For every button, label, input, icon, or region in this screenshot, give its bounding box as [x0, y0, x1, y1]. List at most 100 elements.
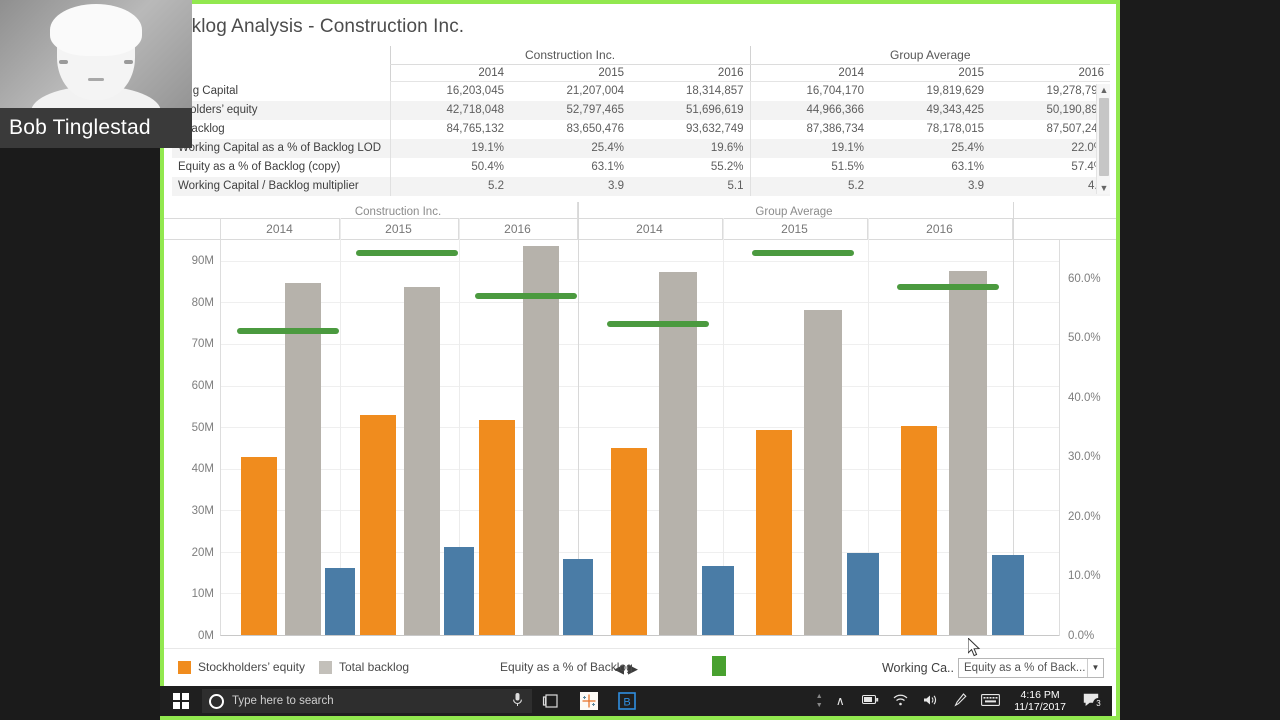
webcam-overlay: Bob Tinglestad	[0, 0, 192, 148]
scrollbar-thumb[interactable]	[1099, 98, 1109, 176]
taskbar-clock[interactable]: 4:16 PM 11/17/2017	[1006, 689, 1074, 713]
chart-panel-headers: Construction Inc. Group Average 2014 201…	[164, 202, 1116, 240]
table-row[interactable]: Working Capital / Backlog multiplier 5.2…	[172, 177, 1111, 196]
notification-icon	[1083, 693, 1099, 706]
refline-equity-pct-g2014[interactable]	[607, 320, 709, 327]
panel-label-group-average: Group Average	[755, 206, 833, 218]
bar-working-capital-c2015[interactable]	[444, 546, 474, 635]
bar-equity-g2015[interactable]	[756, 429, 792, 635]
legend-nav-arrows[interactable]: ◀▶	[614, 661, 642, 677]
shared-screen-content: cklog Analysis - Construction Inc. Const…	[164, 4, 1116, 716]
bar-working-capital-c2014[interactable]	[325, 567, 355, 635]
bar-backlog-c2016[interactable]	[523, 245, 559, 635]
bar-working-capital-g2016[interactable]	[992, 554, 1024, 635]
legend-item-equity-pct[interactable]: Equity as a % of Backlog	[500, 660, 633, 674]
y-tick: 20M	[191, 546, 214, 559]
bar-equity-g2016[interactable]	[901, 426, 937, 635]
cell: 5.2	[749, 177, 871, 196]
prev-arrow-icon[interactable]: ◀	[614, 661, 628, 676]
keyboard-icon[interactable]	[976, 693, 1004, 709]
left-value-axis: 0M 10M 20M 30M 40M 50M 60M 70M 80M 90M	[164, 240, 220, 642]
clock-time: 4:16 PM	[1020, 689, 1060, 701]
refline-equity-pct-c2014[interactable]	[237, 327, 339, 334]
y-tick: 30M	[191, 504, 214, 517]
volume-icon[interactable]	[916, 694, 944, 709]
bluebeam-icon: B	[618, 692, 636, 710]
next-arrow-icon[interactable]: ▶	[628, 661, 642, 676]
y2-tick: 60.0%	[1068, 272, 1101, 285]
presenter-name: Bob Tinglestad	[9, 116, 151, 139]
bar-working-capital-c2016[interactable]	[563, 558, 593, 635]
cell: 50.4%	[389, 158, 510, 177]
cell: 3.9	[510, 177, 630, 196]
bar-working-capital-g2015[interactable]	[847, 552, 879, 635]
y-tick: 40M	[191, 463, 214, 476]
show-hidden-icons-button[interactable]: ∧	[835, 694, 845, 708]
scroll-up-icon[interactable]: ▲	[1099, 85, 1109, 95]
axis-header-g2014: 2014	[636, 222, 663, 236]
bar-backlog-g2015[interactable]	[804, 309, 842, 635]
bar-backlog-g2014[interactable]	[659, 271, 697, 635]
cell: 78,178,015	[926, 123, 985, 135]
cell: 3.9	[870, 177, 991, 196]
cell: 5.2	[389, 177, 510, 196]
shared-screen-frame: cklog Analysis - Construction Inc. Const…	[160, 0, 1120, 720]
crosstab: Construction Inc. Group Average 2014 201…	[172, 46, 1111, 196]
table-year-header-row: 2014 2015 2016 2014 2015 2016	[172, 64, 1111, 82]
y-tick: 80M	[191, 296, 214, 309]
table-row[interactable]: Equity as a % of Backlog (copy) 50.4% 63…	[172, 158, 1110, 177]
pen-icon[interactable]	[946, 692, 974, 710]
refline-equity-pct-c2016[interactable]	[475, 293, 577, 300]
system-tray: ▲ ▼ ∧ 4:16 PM 11/17/2017 3	[814, 686, 1112, 716]
row-label: l Backlog	[178, 123, 225, 135]
bar-equity-c2016[interactable]	[479, 420, 515, 635]
axis-header-g2016: 2016	[926, 222, 953, 236]
cell: 19.1%	[389, 139, 510, 158]
bar-backlog-c2015[interactable]	[404, 287, 440, 635]
scroll-down-icon[interactable]: ▼	[1099, 183, 1109, 193]
cell: 16,203,045	[389, 81, 510, 101]
group-header-group-average: Group Average	[749, 46, 1111, 65]
battery-icon[interactable]	[856, 694, 884, 708]
cell: 19.1%	[749, 139, 871, 158]
cell: 51.5%	[749, 158, 871, 177]
tableau-dashboard: cklog Analysis - Construction Inc. Const…	[164, 4, 1116, 686]
measure-dropdown[interactable]: Equity as a % of Back... ▼	[958, 658, 1104, 678]
bluebeam-app-button[interactable]: B	[608, 686, 646, 716]
page-title: cklog Analysis - Construction Inc.	[182, 16, 465, 37]
legend-item-equity[interactable]: Stockholders’ equity	[178, 660, 305, 674]
tableau-app-button[interactable]	[570, 686, 608, 716]
task-view-button[interactable]	[532, 686, 570, 716]
refline-equity-pct-g2015[interactable]	[752, 250, 854, 257]
microphone-icon[interactable]	[513, 692, 522, 710]
table-row[interactable]: king Capital 16,203,045 21,207,004 18,31…	[172, 81, 1110, 101]
legend-item-backlog[interactable]: Total backlog	[319, 660, 409, 674]
chart-legend: Stockholders’ equity Total backlog ◀▶ Eq…	[164, 648, 1116, 686]
bar-backlog-g2016[interactable]	[949, 271, 987, 635]
search-input[interactable]: Type here to search	[202, 689, 532, 713]
tray-scroll-arrows[interactable]: ▲ ▼	[815, 693, 823, 709]
row-label: Equity as a % of Backlog (copy)	[178, 161, 341, 173]
legend-label: Stockholders’ equity	[198, 660, 305, 674]
bar-working-capital-g2014[interactable]	[702, 565, 734, 635]
legend-swatch-green-wrap[interactable]	[712, 656, 726, 676]
bar-equity-c2015[interactable]	[360, 415, 396, 635]
bar-backlog-c2014[interactable]	[285, 282, 321, 635]
action-center-button[interactable]: 3	[1076, 693, 1106, 710]
y2-tick: 20.0%	[1068, 510, 1101, 523]
crosstab-scrollbar[interactable]: ▲ ▼	[1096, 84, 1110, 194]
wifi-icon[interactable]	[886, 694, 914, 709]
table-row[interactable]: kholders’ equity 42,718,048 52,797,465 5…	[172, 101, 1111, 120]
bar-equity-c2014[interactable]	[241, 457, 277, 635]
chevron-down-icon[interactable]: ▼	[1087, 659, 1103, 677]
table-row[interactable]: l Backlog 84,765,132 83,650,476 93,632,7…	[172, 120, 1110, 139]
refline-equity-pct-c2015[interactable]	[356, 250, 458, 257]
y2-tick: 40.0%	[1068, 391, 1101, 404]
bar-equity-g2014[interactable]	[611, 448, 647, 635]
table-row[interactable]: Working Capital as a % of Backlog LOD 19…	[172, 139, 1111, 158]
cell: 22.0%	[990, 139, 1111, 158]
start-button[interactable]	[160, 686, 202, 716]
cell: 25.4%	[510, 139, 630, 158]
year-header-c2014: 2014	[389, 64, 510, 82]
refline-equity-pct-g2016[interactable]	[897, 283, 999, 290]
